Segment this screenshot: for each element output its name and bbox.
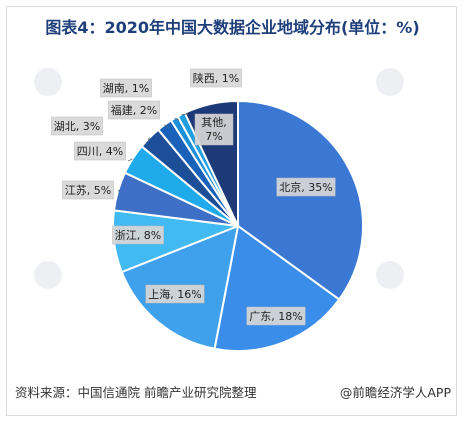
chart-frame <box>6 6 457 416</box>
slice-label-text: 江苏, 5% <box>65 184 111 197</box>
chart-title: 图表4：2020年中国大数据企业地域分布(单位：%) <box>45 18 420 37</box>
slice-label-text: 陕西, 1% <box>193 71 239 85</box>
slice-label: 其他, 7% <box>194 113 234 146</box>
watermark-layer <box>34 68 404 289</box>
slice-label-text: 湖北, 3% <box>54 120 100 133</box>
slice-label: 北京, 35% <box>276 177 336 197</box>
slice-label: 福建, 2% <box>108 100 160 120</box>
slice-label-text: 湖南, 1% <box>103 82 149 95</box>
slice-label-box <box>194 113 234 146</box>
slice-label-text: 上海, 16% <box>148 287 201 301</box>
leader-line <box>164 124 169 128</box>
slice-label-box <box>145 284 205 304</box>
slice-label-box <box>246 306 306 326</box>
slice-label-text: 其他, 7% <box>201 116 227 143</box>
watermark-logo-icon <box>376 261 404 289</box>
slice-label-text: 福建, 2% <box>111 103 157 117</box>
watermark-logo-icon <box>376 68 404 96</box>
pie-slice <box>213 224 341 352</box>
leader-line <box>117 189 121 192</box>
slice-label-box <box>276 177 336 197</box>
leader-line <box>181 113 189 115</box>
slice-label: 江苏, 5% <box>62 180 114 200</box>
pie-slice <box>237 99 364 301</box>
slice-label-box <box>108 100 160 120</box>
slice-label: 广东, 18% <box>246 306 306 326</box>
slice-label-text: 浙江, 8% <box>115 229 161 242</box>
slice-label: 上海, 16% <box>145 284 205 304</box>
slice-label: 浙江, 8% <box>112 225 164 245</box>
footer: 资料来源：中国信通院 前瞻产业研究院整理 @前瞻经济学人APP <box>15 382 451 404</box>
slice-label-box <box>112 225 164 245</box>
slice-label: 四川, 4% <box>74 141 126 161</box>
slice-label-box <box>190 68 242 88</box>
slice-label-box <box>74 141 126 161</box>
watermark-logo-icon <box>34 68 62 96</box>
slice-label: 湖南, 1% <box>100 78 152 98</box>
slice-label-text: 四川, 4% <box>77 145 123 158</box>
slice-label-box <box>62 180 114 200</box>
slice-label-box <box>51 116 103 136</box>
slice-label: 湖北, 3% <box>51 116 103 136</box>
leader-line <box>147 137 150 141</box>
slice-label-box <box>100 78 152 98</box>
brand-credit: @前瞻经济学人APP <box>339 385 451 400</box>
source-note: 资料来源：中国信通院 前瞻产业研究院整理 <box>15 385 257 400</box>
leader-line <box>174 118 180 121</box>
slice-label-text: 北京, 35% <box>279 180 332 194</box>
watermark-logo-icon <box>34 261 62 289</box>
leader-line <box>127 158 133 162</box>
slice-label-text: 广东, 18% <box>249 310 302 323</box>
slice-label: 陕西, 1% <box>190 68 242 88</box>
